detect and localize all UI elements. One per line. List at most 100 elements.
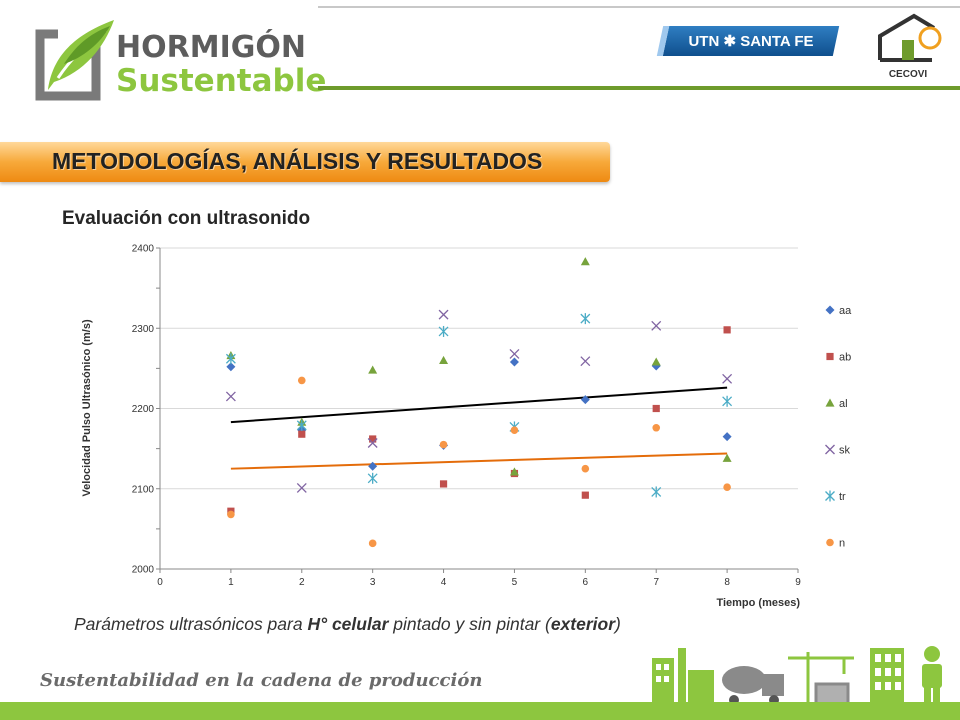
x-tick-label: 3 bbox=[370, 577, 376, 588]
point-sk bbox=[509, 348, 520, 359]
point-al bbox=[368, 365, 378, 374]
point-ab bbox=[581, 491, 589, 499]
y-axis-label: Velocidad Pulso Ultrasónico (m/s) bbox=[81, 319, 93, 497]
chart-caption: Parámetros ultrasónicos para H° celular … bbox=[74, 614, 621, 635]
chart-tick-labels: 2000 2100 2200 2300 2400 0 1 2 3 4 5 6 7 8 9 bbox=[132, 244, 801, 589]
utn-badge-text: UTN ✱ SANTA FE bbox=[688, 33, 814, 50]
point-tr bbox=[651, 486, 662, 498]
x-tick-label: 9 bbox=[795, 577, 801, 588]
utn-santa-fe-badge: UTN ✱ SANTA FE bbox=[656, 26, 840, 56]
legend-label-aa: aa bbox=[839, 305, 852, 317]
point-al bbox=[509, 467, 519, 476]
point-tr bbox=[225, 353, 236, 365]
point-al bbox=[439, 355, 449, 364]
leaf-frame-icon bbox=[35, 20, 114, 101]
caption-part-3: pintado y sin pintar ( bbox=[388, 614, 551, 634]
point-sk bbox=[651, 320, 662, 331]
point-tr bbox=[438, 325, 449, 337]
point-aa bbox=[722, 432, 732, 442]
chart-axes bbox=[156, 247, 799, 573]
caption-part-2: H° celular bbox=[307, 614, 389, 634]
y-tick-label: 2200 bbox=[132, 404, 155, 415]
point-n bbox=[723, 483, 731, 491]
section-title: METODOLOGÍAS, ANÁLISIS Y RESULTADOS bbox=[52, 148, 543, 174]
hormigon-sustentable-logo: HORMIGÓN Sustentable bbox=[18, 8, 326, 104]
x-tick-label: 4 bbox=[441, 577, 447, 588]
cecovi-logo: CECOVI bbox=[872, 10, 944, 80]
point-ab bbox=[369, 435, 377, 443]
legend-label-al: al bbox=[839, 398, 848, 410]
point-ab bbox=[439, 480, 448, 488]
point-tr bbox=[580, 313, 591, 325]
x-tick-label: 8 bbox=[724, 577, 730, 588]
point-ab bbox=[298, 430, 306, 438]
legend-label-tr: tr bbox=[839, 491, 846, 503]
caption-part-4: exterior bbox=[550, 614, 616, 634]
chart-gridlines bbox=[160, 247, 798, 570]
header-top-line bbox=[318, 6, 960, 8]
x-tick-label: 2 bbox=[299, 577, 305, 588]
x-tick-label: 1 bbox=[228, 577, 234, 588]
point-al bbox=[580, 257, 590, 266]
x-axis-label: Tiempo (meses) bbox=[716, 597, 800, 609]
footer-icons bbox=[652, 646, 942, 706]
point-sk bbox=[367, 438, 378, 448]
point-n bbox=[581, 464, 590, 473]
legend-marker-al bbox=[825, 398, 835, 407]
person-icon bbox=[922, 646, 942, 706]
logo-text-hormigon: HORMIGÓN bbox=[116, 30, 306, 65]
x-tick-label: 0 bbox=[157, 577, 163, 588]
point-n bbox=[227, 510, 235, 519]
point-ab bbox=[723, 326, 731, 334]
y-tick-label: 2100 bbox=[132, 484, 155, 495]
factory-icon bbox=[652, 648, 714, 706]
legend-label-n: n bbox=[839, 538, 845, 550]
footer-slogan: Sustentabilidad en la cadena de producci… bbox=[40, 670, 483, 691]
legend-label-ab: ab bbox=[839, 352, 851, 364]
legend-marker-aa bbox=[825, 305, 835, 315]
point-sk bbox=[438, 309, 449, 320]
point-sk bbox=[580, 356, 591, 367]
crane-icon bbox=[788, 652, 854, 704]
point-al bbox=[651, 357, 661, 366]
x-tick-label: 7 bbox=[653, 577, 659, 588]
legend-marker-sk bbox=[825, 444, 835, 455]
point-n bbox=[510, 426, 519, 434]
caption-part-1: Parámetros ultrasónicos para bbox=[74, 614, 308, 634]
legend-label-sk: sk bbox=[839, 445, 851, 457]
point-sk bbox=[296, 482, 307, 493]
x-tick-label: 5 bbox=[512, 577, 518, 588]
point-tr bbox=[367, 472, 378, 484]
point-tr bbox=[722, 395, 733, 407]
chart-points bbox=[225, 257, 733, 548]
trendline-1 bbox=[230, 386, 728, 424]
y-tick-label: 2400 bbox=[132, 244, 155, 255]
point-n bbox=[652, 423, 661, 432]
caption-part-5: ) bbox=[615, 614, 621, 634]
logo-text-sustentable: Sustentable bbox=[116, 63, 327, 99]
section-banner: METODOLOGÍAS, ANÁLISIS Y RESULTADOS bbox=[0, 142, 610, 182]
point-ab bbox=[652, 404, 660, 413]
house-icon bbox=[878, 13, 942, 62]
y-tick-label: 2000 bbox=[132, 565, 155, 576]
point-aa bbox=[509, 357, 519, 367]
y-tick-label: 2300 bbox=[132, 324, 155, 335]
chart-trendlines bbox=[230, 386, 728, 470]
point-n bbox=[439, 440, 448, 449]
cecovi-label: CECOVI bbox=[888, 69, 928, 80]
point-sk bbox=[722, 373, 733, 384]
point-n bbox=[368, 539, 377, 548]
x-tick-label: 6 bbox=[583, 577, 589, 588]
chart-legend: aa ab al sk tr n bbox=[825, 305, 852, 550]
legend-marker-ab bbox=[826, 352, 834, 361]
concrete-mixer-icon bbox=[722, 666, 784, 705]
legend-marker-tr bbox=[825, 490, 835, 502]
header-divider-line bbox=[318, 86, 960, 90]
point-aa bbox=[368, 461, 378, 471]
footer-bar bbox=[0, 702, 960, 720]
point-al bbox=[722, 453, 732, 462]
ultrasonic-velocity-chart: 2000 2100 2200 2300 2400 0 1 2 3 4 5 6 7 8 9 aa ab al sk t… bbox=[81, 244, 852, 610]
trendline-2 bbox=[230, 452, 728, 470]
point-aa bbox=[580, 395, 590, 405]
legend-marker-n bbox=[826, 538, 834, 547]
